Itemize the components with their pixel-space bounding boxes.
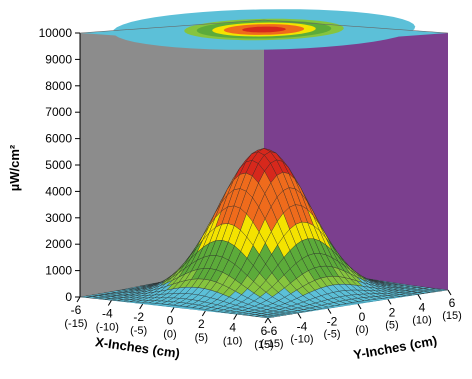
x-tick-label-cm: (-15): [64, 318, 87, 330]
surface-cell: [261, 316, 275, 319]
y-tick-label-cm: (-5): [323, 329, 340, 341]
top-contour-projection: [112, 9, 416, 50]
y-tick-label-cm: (0): [355, 324, 368, 336]
z-axis-label: µW/cm²: [7, 144, 22, 191]
z-axis: 0 1000 2000 3000 4000 5000 6000 7000 8000 9000 100…: [39, 26, 80, 304]
z-tick-label: 2000: [45, 237, 72, 251]
x-tick-mark: [107, 300, 112, 306]
z-tick-label: 1000: [45, 264, 72, 278]
y-tick-label: -4: [297, 319, 308, 333]
z-tick-label: 6000: [45, 132, 72, 146]
y-axis-label: Y-Inches (cm): [352, 333, 438, 362]
x-tick-label: 6: [261, 324, 268, 338]
z-tick-label: 10000: [39, 26, 73, 40]
x-tick-label: 4: [229, 321, 236, 335]
y-tick-label-cm: (-10): [290, 333, 313, 345]
y-tick-mark: [447, 289, 452, 296]
box-edge-top: [79, 19, 449, 34]
z-tick-label: 3000: [45, 211, 72, 225]
y-tick-label-cm: (-15): [260, 338, 283, 350]
z-tick-label: 9000: [45, 52, 72, 66]
y-tick-label-cm: (10): [412, 315, 432, 327]
gaussian-surface: [79, 148, 449, 319]
y-tick-mark: [267, 317, 272, 324]
z-tick-label: 4000: [45, 184, 72, 198]
x-tick-label: 2: [198, 317, 205, 331]
z-tick-label: 5000: [45, 158, 72, 172]
x-tick-mark: [76, 296, 81, 303]
y-tick-label: -6: [267, 324, 278, 338]
top-contour-ring: [242, 26, 286, 33]
x-tick-label-cm: (15): [254, 339, 274, 351]
x-tick-label: 0: [167, 314, 174, 328]
y-tick-mark: [357, 303, 362, 310]
x-tick-label-cm: (0): [163, 329, 176, 341]
x-tick-mark: [139, 303, 144, 310]
y-axis: -6(-15)-4(-10)-2(-5)0(0)2(5)4(10)6(15): [260, 289, 462, 350]
y-tick-label: 0: [359, 310, 366, 324]
y-tick-mark: [387, 299, 392, 305]
x-tick-label: -2: [133, 310, 144, 324]
z-tick-label: 7000: [45, 105, 72, 119]
x-tick-label-cm: (5): [195, 332, 208, 344]
z-tick-label: 8000: [45, 79, 72, 93]
y-tick-label-cm: (15): [442, 310, 462, 322]
x-tick-label-cm: (10): [223, 336, 243, 348]
y-tick-mark: [327, 308, 332, 314]
x-tick-mark: [233, 314, 238, 320]
y-tick-mark: [417, 294, 422, 300]
x-tick-label-cm: (-10): [96, 322, 119, 334]
y-tick-label: 6: [449, 296, 456, 310]
y-tick-mark: [297, 313, 302, 319]
x-tick-mark: [264, 317, 269, 324]
x-tick-label-cm: (-5): [130, 325, 147, 337]
y-tick-label: 2: [389, 305, 396, 319]
y-tick-label-cm: (5): [385, 319, 398, 331]
x-axis: -6(-15) -4(-10) -2(-5) 0(0) 2(5) 4(10) 6(15): [64, 296, 274, 351]
z-tick-label: 0: [65, 290, 72, 304]
x-tick-mark: [201, 310, 206, 317]
y-tick-label: -2: [327, 315, 338, 329]
x-tick-mark: [170, 307, 175, 313]
y-tick-label: 4: [419, 301, 426, 315]
x-tick-label: -6: [71, 303, 82, 317]
x-tick-label: -4: [102, 307, 113, 321]
